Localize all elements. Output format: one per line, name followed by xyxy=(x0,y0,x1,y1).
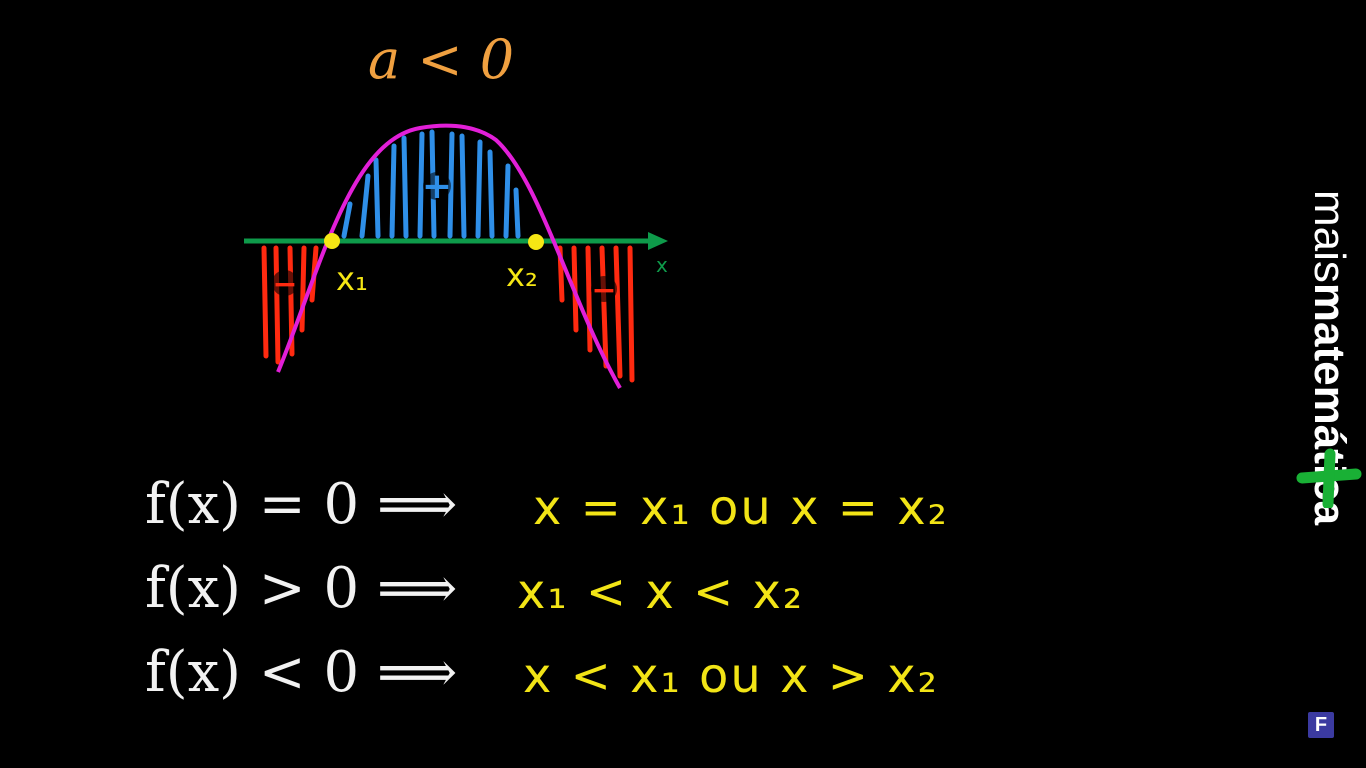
negative-hatch-stroke xyxy=(299,245,307,333)
root-x1-label: x₁ xyxy=(336,260,368,298)
equation-3-lhs: f(x) < 0 ⟹ xyxy=(145,640,458,705)
equation-row-3: f(x) < 0 ⟹ x < x₁ ou x > x₂ xyxy=(145,640,937,705)
positive-hatch-stroke xyxy=(487,149,495,239)
equation-2-condition: x₁ < x < x₂ xyxy=(517,564,805,620)
negative-sign-left: − xyxy=(272,267,297,302)
x-axis-arrow xyxy=(648,232,668,250)
positive-hatch-stroke xyxy=(513,187,521,239)
equation-1-lhs: f(x) = 0 ⟹ xyxy=(145,472,458,537)
title-a-less-than-zero: a < 0 xyxy=(368,28,515,91)
positive-hatch-stroke xyxy=(503,163,511,239)
negative-hatch-stroke xyxy=(273,245,281,365)
green-plus-icon xyxy=(1296,448,1362,508)
positive-hatch-stroke xyxy=(341,201,353,239)
root-x1-dot xyxy=(324,233,340,249)
equation-row-1: f(x) = 0 ⟹ x = x₁ ou x = x₂ xyxy=(145,472,947,537)
negative-sign-right-bubble xyxy=(591,276,617,302)
equation-3-condition: x < x₁ ou x > x₂ xyxy=(523,648,939,704)
positive-hatch-stroke xyxy=(447,131,455,239)
corner-badge: F xyxy=(1308,712,1334,738)
positive-hatch-stroke xyxy=(475,139,483,239)
negative-hatch-stroke xyxy=(627,245,635,383)
equation-1-condition: x = x₁ ou x = x₂ xyxy=(533,480,949,536)
positive-hatch-stroke xyxy=(459,133,467,239)
positive-sign-bubble xyxy=(423,172,451,200)
root-x2-dot xyxy=(528,234,544,250)
negative-hatch-stroke xyxy=(585,245,593,353)
x-axis-label: x xyxy=(656,253,668,277)
equation-2-lhs: f(x) > 0 ⟹ xyxy=(145,556,458,621)
brand-prefix: mais xyxy=(1305,190,1354,283)
negative-hatch-stroke xyxy=(613,245,623,379)
positive-hatch-stroke xyxy=(417,131,425,239)
negative-sign-right: − xyxy=(591,273,616,308)
positive-region-hatching xyxy=(341,129,521,239)
equation-row-2: f(x) > 0 ⟹ x₁ < x < x₂ xyxy=(145,556,802,621)
negative-region-hatching xyxy=(261,245,635,383)
brand-logo: maismatemática xyxy=(1296,190,1366,580)
positive-hatch-stroke xyxy=(373,157,381,239)
positive-hatch-stroke xyxy=(401,135,409,239)
negative-hatch-stroke xyxy=(599,245,609,369)
root-x2-label: x₂ xyxy=(506,256,538,294)
negative-sign-left-bubble xyxy=(272,270,298,296)
positive-hatch-stroke xyxy=(359,173,371,239)
positive-sign: + xyxy=(422,166,452,207)
positive-hatch-stroke xyxy=(389,143,397,239)
negative-hatch-stroke xyxy=(261,245,269,359)
